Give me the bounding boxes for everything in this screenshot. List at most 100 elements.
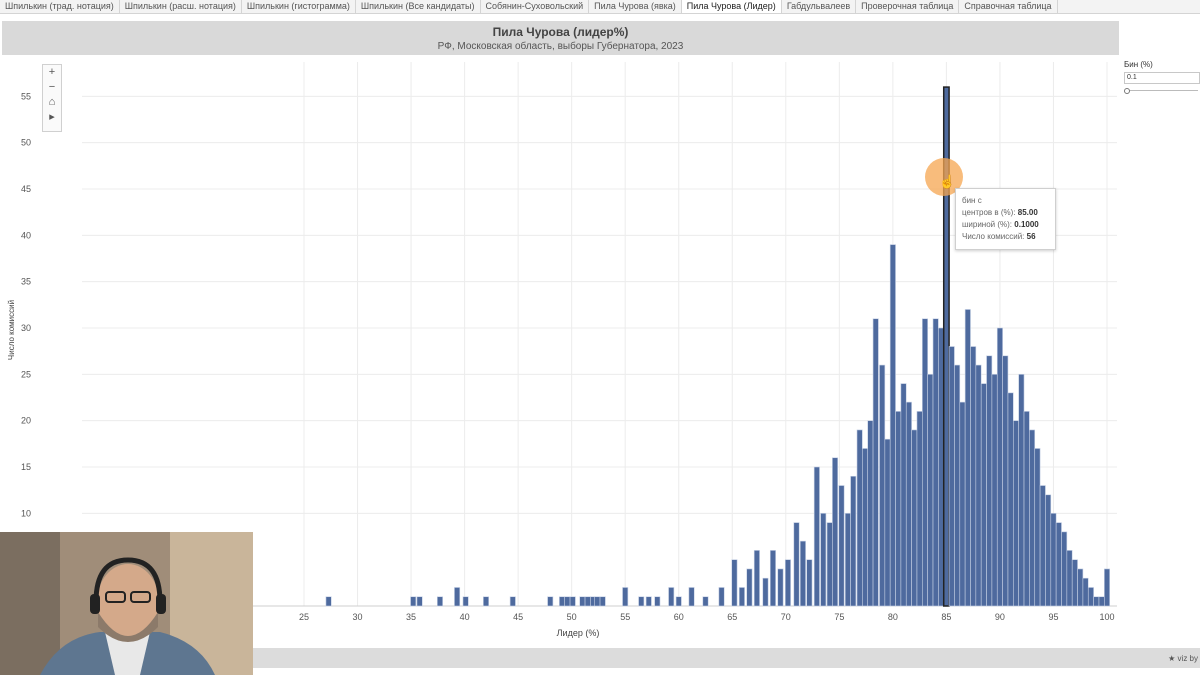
histogram-bar[interactable] — [905, 401, 912, 607]
tab-1[interactable]: Шпилькин (трад. нотация) — [0, 0, 120, 13]
histogram-bar[interactable] — [416, 596, 423, 607]
histogram-bar[interactable] — [746, 568, 753, 607]
histogram-bar[interactable] — [938, 327, 945, 607]
histogram-bar[interactable] — [850, 475, 857, 607]
histogram-bar[interactable] — [996, 327, 1003, 607]
histogram-bar[interactable] — [325, 596, 332, 607]
histogram-bar[interactable] — [1029, 429, 1036, 607]
histogram-bar[interactable] — [784, 559, 791, 607]
tab-3[interactable]: Шпилькин (гистограмма) — [242, 0, 356, 13]
histogram-bar[interactable] — [645, 596, 652, 607]
histogram-bar[interactable] — [509, 596, 516, 607]
histogram-bar[interactable] — [675, 596, 682, 607]
histogram-bar[interactable] — [483, 596, 489, 607]
histogram-bar[interactable] — [1061, 531, 1068, 607]
histogram-bar[interactable] — [1007, 392, 1014, 607]
histogram-bar[interactable] — [832, 457, 839, 607]
histogram-bar[interactable] — [991, 374, 998, 607]
tab-10[interactable]: Справочная таблица — [959, 0, 1058, 13]
tab-9[interactable]: Проверочная таблица — [856, 0, 960, 13]
tab-7[interactable]: Пила Чурова (Лидер) — [681, 0, 782, 13]
histogram-bar[interactable] — [702, 596, 709, 607]
histogram-bar[interactable] — [844, 513, 851, 607]
histogram-bar[interactable] — [454, 587, 461, 607]
histogram-bar[interactable] — [1002, 355, 1009, 607]
histogram-bar[interactable] — [753, 550, 760, 607]
histogram-bar[interactable] — [884, 438, 891, 607]
histogram-bar[interactable] — [762, 577, 769, 607]
histogram-bar[interactable] — [879, 364, 886, 607]
histogram-bar[interactable] — [579, 596, 586, 607]
histogram-bar[interactable] — [856, 429, 863, 607]
histogram-bar[interactable] — [668, 587, 675, 607]
histogram-bar[interactable] — [622, 587, 629, 607]
histogram-bar[interactable] — [862, 448, 869, 607]
histogram-bar[interactable] — [872, 318, 879, 607]
histogram-bar[interactable] — [911, 429, 918, 607]
histogram-bar[interactable] — [813, 466, 820, 607]
histogram-bar[interactable] — [688, 587, 695, 607]
histogram-bar[interactable] — [927, 374, 934, 607]
histogram-bar[interactable] — [895, 411, 902, 607]
histogram-bar[interactable] — [1050, 513, 1057, 607]
histogram-bar[interactable] — [1023, 411, 1030, 607]
histogram-bar[interactable] — [826, 522, 833, 607]
histogram-bar[interactable] — [838, 485, 845, 607]
histogram-bar[interactable] — [1071, 559, 1078, 607]
histogram-bar[interactable] — [777, 568, 784, 607]
histogram-bar[interactable] — [1034, 448, 1041, 607]
histogram-bar[interactable] — [959, 401, 966, 607]
histogram-bar[interactable] — [718, 587, 725, 607]
histogram-bar[interactable] — [462, 596, 469, 607]
histogram-bar[interactable] — [900, 383, 907, 607]
histogram-bar[interactable] — [806, 559, 813, 607]
histogram-bar[interactable] — [1039, 485, 1046, 607]
histogram-bar[interactable] — [1018, 374, 1025, 607]
histogram-bar[interactable] — [1082, 577, 1089, 607]
histogram-bar[interactable] — [1098, 596, 1105, 607]
histogram-bar[interactable] — [738, 587, 745, 607]
histogram-bar[interactable] — [731, 559, 738, 607]
bin-parameter-input[interactable]: 0.1 — [1124, 72, 1200, 84]
histogram-bar[interactable] — [954, 364, 961, 607]
histogram-bar[interactable] — [799, 540, 806, 607]
histogram-bar[interactable] — [1066, 550, 1073, 607]
histogram-bar[interactable] — [654, 596, 661, 607]
histogram-bar[interactable] — [569, 596, 576, 607]
histogram-bar[interactable] — [584, 596, 591, 607]
histogram-bar[interactable] — [867, 420, 874, 607]
histogram-bar[interactable] — [599, 596, 606, 607]
histogram-bar[interactable] — [1104, 568, 1110, 607]
histogram-bar[interactable] — [964, 309, 971, 607]
histogram-bar[interactable] — [820, 513, 827, 607]
histogram-bar[interactable] — [1087, 587, 1094, 607]
histogram-bar[interactable] — [986, 355, 993, 607]
zoom-out-button[interactable]: − — [48, 81, 56, 93]
tab-2[interactable]: Шпилькин (расш. нотация) — [120, 0, 242, 13]
histogram-bar[interactable] — [970, 346, 977, 607]
tab-4[interactable]: Шпилькин (Все кандидаты) — [356, 0, 481, 13]
histogram-bar[interactable] — [916, 411, 923, 607]
histogram-bar[interactable] — [1077, 568, 1084, 607]
histogram-bar[interactable] — [410, 596, 417, 607]
home-icon[interactable]: ⌂ — [48, 96, 56, 108]
tab-8[interactable]: Габдульвалеев — [782, 0, 857, 13]
histogram-bar[interactable] — [980, 383, 987, 607]
histogram-bar[interactable] — [564, 596, 571, 607]
histogram-bar[interactable] — [793, 522, 800, 607]
histogram-bar[interactable] — [436, 596, 443, 607]
histogram-bar[interactable] — [922, 318, 928, 607]
histogram-bar[interactable] — [1055, 522, 1062, 607]
histogram-bar[interactable] — [638, 596, 645, 607]
histogram-bar[interactable] — [559, 596, 566, 607]
slider-knob[interactable] — [1124, 88, 1130, 94]
tab-6[interactable]: Пила Чурова (явка) — [589, 0, 682, 13]
pan-arrow-icon[interactable]: ▸ — [49, 111, 55, 123]
histogram-bar[interactable] — [948, 346, 955, 607]
histogram-bar[interactable] — [1045, 494, 1052, 607]
tab-5[interactable]: Собянин-Суховольский — [481, 0, 590, 13]
histogram-bar[interactable] — [594, 596, 601, 607]
histogram-bar[interactable] — [1093, 596, 1100, 607]
histogram-bar[interactable] — [547, 596, 554, 607]
bin-parameter-slider[interactable] — [1124, 88, 1198, 94]
